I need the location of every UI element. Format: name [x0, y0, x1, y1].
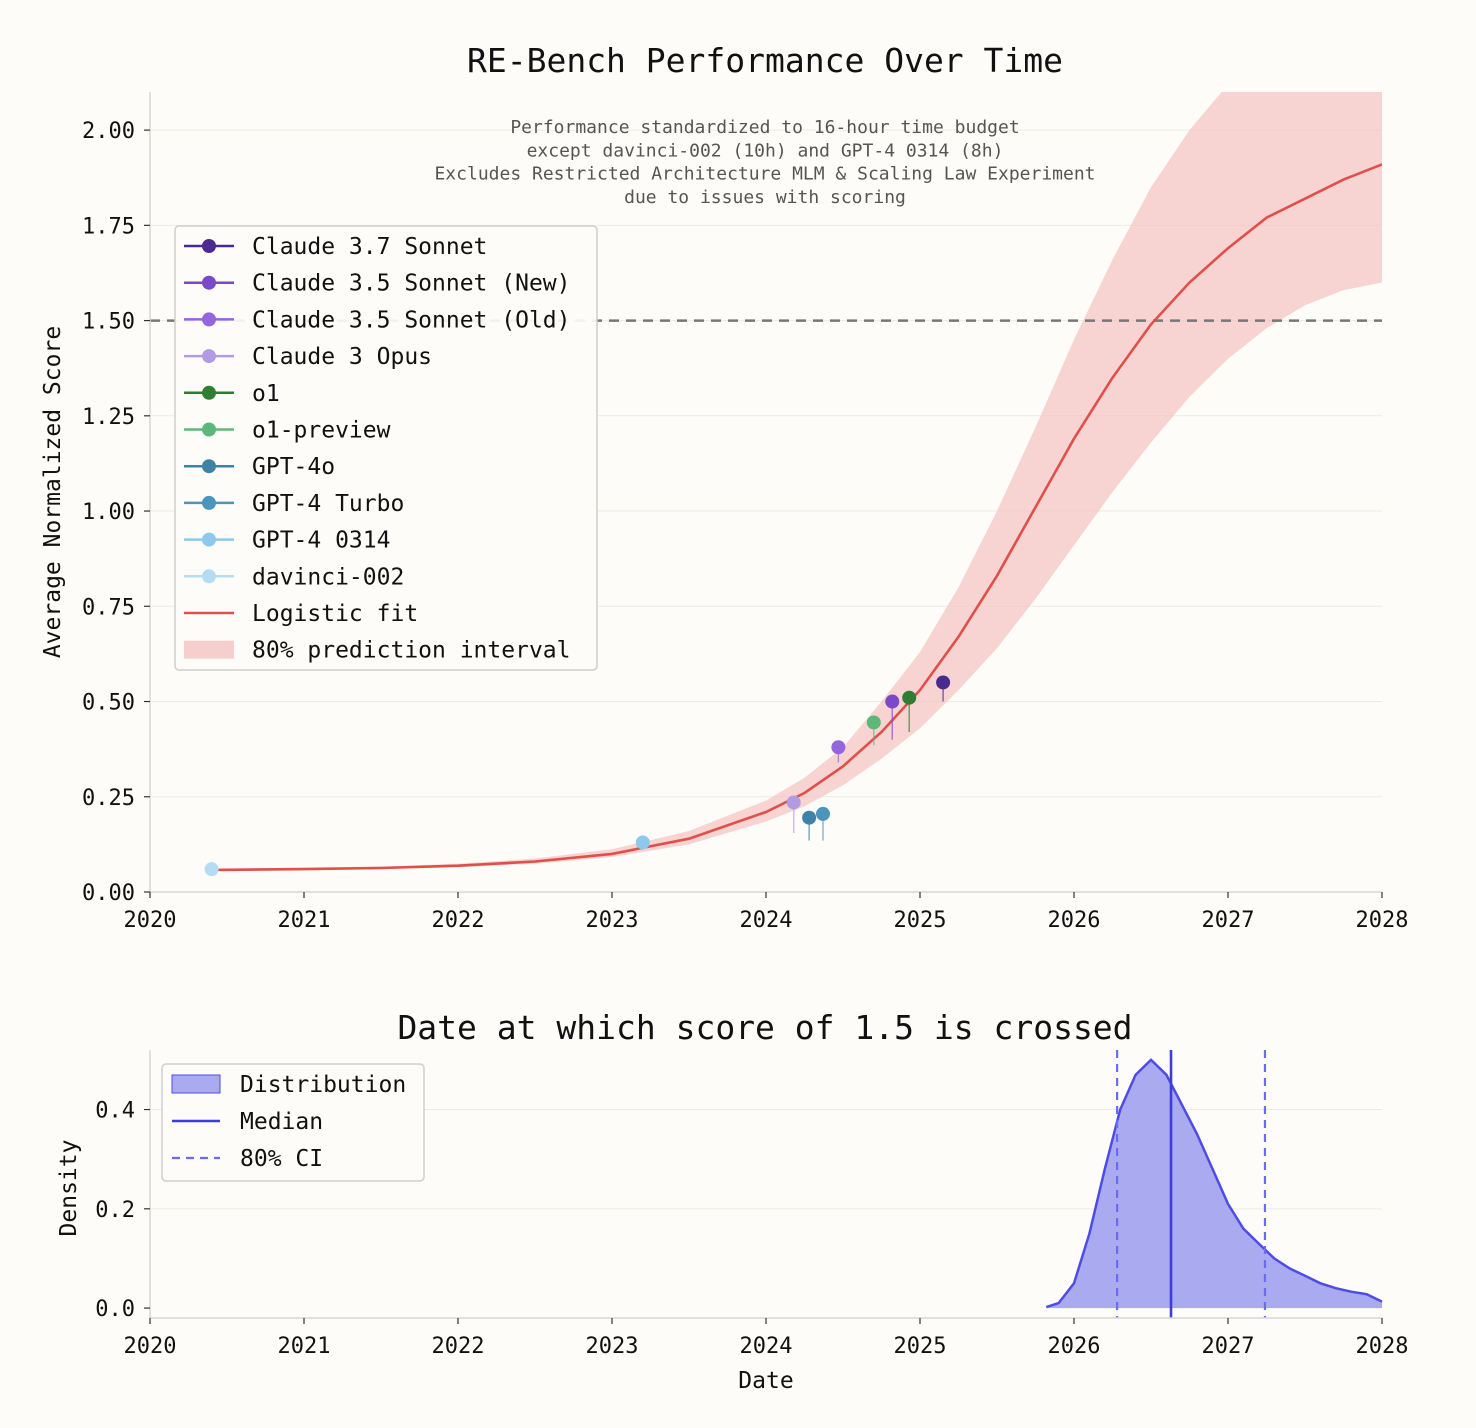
bottom-x-axis-label: Date: [738, 1368, 793, 1394]
legend-swatch-marker: [202, 275, 216, 290]
data-point: [831, 740, 846, 755]
annotation-line: Performance standardized to 16-hour time…: [510, 117, 1019, 138]
legend-swatch-marker: [202, 569, 216, 584]
data-point: [815, 806, 830, 821]
legend-swatch-marker: [202, 532, 216, 547]
legend-swatch-marker: [202, 239, 216, 253]
data-point: [866, 715, 881, 730]
bottom-x-tick-label: 2021: [278, 1334, 331, 1359]
legend-label: davinci-002: [252, 564, 404, 590]
data-point: [802, 810, 817, 825]
legend-swatch-marker: [202, 459, 216, 474]
legend-label: 80% prediction interval: [252, 638, 571, 664]
bottom-x-tick-label: 2027: [1202, 1334, 1255, 1359]
top-chart-title: RE-Bench Performance Over Time: [467, 41, 1063, 80]
top-y-tick-label: 0.25: [82, 786, 135, 811]
top-x-tick-label: 2022: [432, 908, 485, 933]
data-point: [902, 690, 917, 705]
legend-swatch-patch: [184, 640, 234, 659]
bottom-y-tick-label: 0.0: [95, 1297, 135, 1322]
bottom-y-axis-label: Density: [56, 1140, 82, 1237]
logistic-fit-line: [211, 163, 1382, 872]
top-y-tick-label: 1.50: [82, 310, 135, 335]
bottom-x-tick-label: 2024: [740, 1334, 793, 1359]
data-point: [885, 694, 900, 709]
legend-swatch-patch: [171, 1074, 221, 1094]
legend-swatch-marker: [202, 422, 216, 437]
top-x-tick-label: 2026: [1048, 908, 1101, 933]
top-x-tick-label: 2020: [124, 908, 177, 933]
legend-label: Distribution: [240, 1072, 406, 1098]
bottom-x-tick-label: 2023: [586, 1334, 639, 1359]
bottom-chart-title: Date at which score of 1.5 is crossed: [397, 1008, 1132, 1047]
distribution-area: [1046, 1059, 1382, 1309]
top-y-tick-label: 0.00: [82, 881, 135, 906]
annotation-line: Excludes Restricted Architecture MLM & S…: [434, 164, 1095, 185]
bottom-x-tick-label: 2022: [432, 1334, 485, 1359]
legend-label: o1-preview: [252, 418, 391, 444]
top-x-tick-label: 2024: [740, 908, 793, 933]
top-y-tick-label: 0.50: [82, 691, 135, 716]
legend-label: Median: [240, 1109, 323, 1135]
bottom-x-tick-label: 2020: [124, 1334, 177, 1359]
legend-label: Claude 3.5 Sonnet (New): [252, 271, 571, 297]
legend-swatch-marker: [202, 385, 216, 400]
top-x-tick-label: 2021: [278, 908, 331, 933]
bottom-x-tick-label: 2026: [1048, 1334, 1101, 1359]
legend-label: 80% CI: [240, 1146, 323, 1172]
top-legend: Claude 3.7 Sonnet Claude 3.5 Sonnet (New)…: [174, 225, 598, 671]
distribution-outline: [1045, 1058, 1383, 1309]
legend-swatch-marker: [202, 495, 216, 510]
data-point: [936, 675, 951, 690]
bottom-x-tick-label: 2025: [894, 1334, 947, 1359]
annotation-line: due to issues with scoring: [624, 187, 906, 208]
top-legend-box: [174, 225, 598, 671]
bottom-y-tick-label: 0.2: [95, 1198, 135, 1223]
data-point: [635, 835, 650, 850]
top-y-axis-label: Average Normalized Score: [40, 326, 66, 658]
bottom-legend-box: [161, 1063, 425, 1182]
top-x-tick-label: 2028: [1356, 908, 1409, 933]
legend-label: Claude 3.7 Sonnet: [252, 234, 487, 260]
top-x-tick-label: 2027: [1202, 908, 1255, 933]
bottom-legend: Distribution Median 80% CI: [161, 1063, 425, 1182]
top-y-tick-label: 1.25: [82, 405, 135, 430]
top-y-tick-label: 0.75: [82, 595, 135, 620]
legend-label: Claude 3.5 Sonnet (Old): [252, 307, 571, 333]
legend-label: GPT-4o: [252, 454, 335, 480]
data-point: [204, 862, 219, 877]
top-y-tick-label: 1.00: [82, 500, 135, 525]
top-y-tick-label: 2.00: [82, 119, 135, 144]
bottom-y-tick-label: 0.4: [95, 1099, 135, 1124]
legend-swatch-marker: [202, 349, 216, 364]
legend-swatch-marker: [202, 312, 216, 327]
legend-label: Logistic fit: [252, 601, 418, 627]
legend-label: GPT-4 0314: [252, 528, 390, 554]
legend-label: GPT-4 Turbo: [252, 491, 404, 517]
top-y-tick-label: 1.75: [82, 214, 135, 239]
annotation-line: except davinci-002 (10h) and GPT-4 0314 …: [527, 140, 1004, 161]
legend-label: Claude 3 Opus: [252, 344, 432, 370]
top-x-tick-label: 2023: [586, 908, 639, 933]
data-point: [786, 795, 801, 810]
bottom-x-tick-label: 2028: [1356, 1334, 1409, 1359]
top-x-tick-label: 2025: [894, 908, 947, 933]
prediction-interval-band: [211, 92, 1382, 871]
legend-label: o1: [252, 381, 280, 407]
